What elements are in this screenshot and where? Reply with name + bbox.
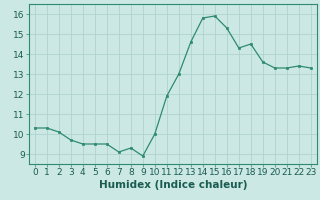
X-axis label: Humidex (Indice chaleur): Humidex (Indice chaleur) [99,180,247,190]
